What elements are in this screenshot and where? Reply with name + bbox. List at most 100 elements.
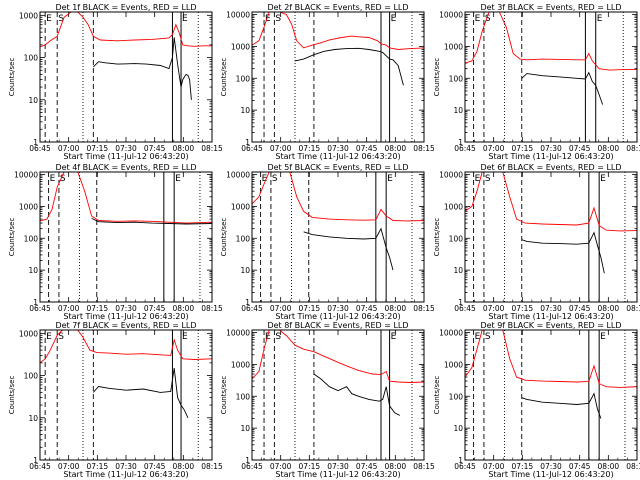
marker-label: S	[58, 332, 64, 342]
y-tick-label: 1000	[231, 360, 250, 369]
series-line-events	[92, 368, 189, 418]
x-tick-label: 07:45	[144, 144, 166, 153]
x-tick-label: 07:15	[512, 304, 534, 313]
y-axis-label: Counts/sec	[220, 58, 228, 97]
y-tick-label: 1000	[19, 202, 38, 211]
x-tick-label: 07:45	[569, 462, 591, 471]
panel-8: Det 8f BLACK = Events, RED = LLD 1 10 100 10…	[220, 321, 435, 479]
x-axis-label: Start Time (11-Jul-12 06:43:20)	[275, 152, 400, 161]
series-line-events	[521, 392, 602, 419]
x-tick-label: 08:15	[201, 144, 223, 153]
panel-title: Det 1f BLACK = Events, RED = LLD	[55, 3, 196, 12]
series-line-lld	[465, 330, 637, 388]
x-tick-label: 08:00	[173, 462, 195, 471]
x-tick-label: 07:15	[512, 144, 534, 153]
x-tick-label: 08:00	[173, 304, 195, 313]
y-tick-label: 100	[236, 74, 251, 83]
y-tick-label: 1	[245, 456, 250, 465]
plot-frame	[39, 11, 213, 143]
marker-label: E	[46, 14, 52, 24]
series-line-lld	[252, 12, 424, 50]
y-tick-label: 10	[240, 106, 250, 115]
y-tick-label: 100	[449, 74, 464, 83]
marker-label: E	[182, 14, 188, 24]
x-tick-label: 07:00	[58, 304, 80, 313]
series-line-events	[521, 231, 605, 274]
y-axis-label: Counts/sec	[220, 218, 228, 257]
series-line-lld	[40, 172, 212, 224]
panel-title: Det 7f BLACK = Events, RED = LLD	[55, 321, 196, 330]
marker-label: E	[475, 174, 481, 184]
panel-title: Det 2f BLACK = Events, RED = LLD	[267, 3, 408, 12]
x-axis-label: Start Time (11-Jul-12 06:43:20)	[275, 312, 400, 321]
y-axis-label: Counts/sec	[433, 376, 441, 415]
x-tick-label: 06:45	[454, 462, 476, 471]
y-tick-label: 10000	[14, 171, 38, 180]
marker-label: E	[50, 174, 56, 184]
plot-frame	[39, 171, 213, 303]
x-tick-label: 08:15	[413, 304, 435, 313]
x-tick-label: 08:15	[626, 304, 640, 313]
marker-label: E	[175, 174, 181, 184]
y-axis-label: Counts/sec	[433, 58, 441, 97]
series-line-lld	[252, 172, 424, 222]
y-tick-label: 100	[24, 372, 39, 381]
x-tick-label: 08:00	[598, 304, 620, 313]
x-tick-label: 06:45	[29, 304, 51, 313]
x-axis-label: Start Time (11-Jul-12 06:43:20)	[63, 152, 188, 161]
y-tick-label: 1	[33, 456, 38, 465]
y-axis-label: Counts/sec	[8, 58, 16, 97]
y-tick-label: 10000	[439, 171, 463, 180]
marker-label: S	[485, 174, 491, 184]
plot-frame	[251, 11, 425, 143]
y-tick-label: 1	[33, 298, 38, 307]
x-tick-label: 06:45	[241, 144, 263, 153]
series-line-lld	[40, 330, 212, 364]
x-tick-label: 07:30	[327, 462, 349, 471]
x-tick-label: 08:15	[626, 462, 640, 471]
x-tick-label: 07:00	[483, 304, 505, 313]
x-tick-label: 08:15	[413, 462, 435, 471]
panel-4: Det 4f BLACK = Events, RED = LLD 1 10 100 10…	[8, 163, 223, 321]
x-tick-label: 07:00	[270, 462, 292, 471]
plot-frame	[464, 329, 638, 461]
plot-frame	[251, 171, 425, 303]
panel-title: Det 9f BLACK = Events, RED = LLD	[480, 321, 621, 330]
series-line-events	[92, 37, 192, 100]
plot-frame	[251, 329, 425, 461]
x-axis-label: Start Time (11-Jul-12 06:43:20)	[488, 470, 613, 479]
x-tick-label: 06:45	[29, 462, 51, 471]
x-tick-label: 06:45	[454, 304, 476, 313]
y-tick-label: 10000	[439, 329, 463, 338]
y-tick-label: 1	[33, 138, 38, 147]
panel-7: Det 7f BLACK = Events, RED = LLD 1 10 100 10…	[8, 321, 223, 479]
x-tick-label: 07:45	[569, 304, 591, 313]
marker-label: E	[391, 14, 397, 24]
x-tick-label: 08:15	[626, 144, 640, 153]
x-axis-label: Start Time (11-Jul-12 06:43:20)	[275, 470, 400, 479]
panel-9: Det 9f BLACK = Events, RED = LLD 1 10 100 10…	[433, 321, 640, 479]
marker-label: E	[182, 332, 188, 342]
y-tick-label: 1000	[231, 42, 250, 51]
panel-2: Det 2f BLACK = Events, RED = LLD 1 10 100 10…	[220, 3, 435, 161]
x-tick-label: 07:00	[58, 462, 80, 471]
y-tick-label: 1000	[444, 360, 463, 369]
y-tick-label: 10	[28, 414, 38, 423]
panel-title: Det 3f BLACK = Events, RED = LLD	[480, 3, 621, 12]
x-tick-label: 08:00	[598, 144, 620, 153]
series-line-events	[521, 71, 604, 105]
x-tick-label: 08:00	[598, 462, 620, 471]
panel-title: Det 8f BLACK = Events, RED = LLD	[267, 321, 408, 330]
x-tick-label: 07:15	[87, 462, 109, 471]
y-tick-label: 100	[24, 54, 39, 63]
x-tick-label: 07:15	[299, 144, 321, 153]
y-tick-label: 100	[449, 234, 464, 243]
plot-frame	[39, 329, 213, 461]
marker-label: E	[262, 174, 268, 184]
x-tick-label: 06:45	[29, 144, 51, 153]
x-tick-label: 08:00	[173, 144, 195, 153]
series-line-events	[313, 373, 401, 416]
y-tick-label: 10000	[226, 329, 250, 338]
series-line-lld	[252, 330, 424, 383]
y-tick-label: 100	[24, 234, 39, 243]
